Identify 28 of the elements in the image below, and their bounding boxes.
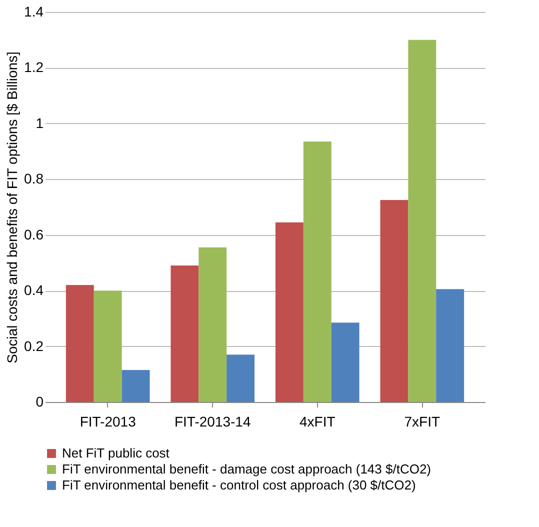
y-tick-label: 1 bbox=[36, 114, 44, 131]
y-tick-label: 0 bbox=[36, 394, 44, 410]
legend-label: FiT environmental benefit - damage cost approach (143 $/tCO2) bbox=[62, 462, 432, 476]
bar bbox=[275, 222, 304, 402]
legend-label: FiT environmental benefit - control cost approach (30 $/tCO2) bbox=[62, 478, 416, 492]
bar bbox=[94, 290, 122, 402]
x-tick-label: FIT-2013-14 bbox=[174, 414, 251, 430]
bar bbox=[380, 200, 408, 402]
legend-label: Net FiT public cost bbox=[62, 446, 170, 460]
bar bbox=[66, 285, 94, 402]
x-tick-label: 7xFIT bbox=[404, 414, 440, 430]
bar bbox=[226, 354, 255, 402]
y-tick-label: 0.8 bbox=[24, 170, 44, 187]
bar bbox=[408, 40, 436, 402]
bar bbox=[198, 247, 227, 402]
y-tick-label: 1.4 bbox=[24, 4, 44, 20]
bar bbox=[436, 289, 464, 402]
y-tick-label: 0.4 bbox=[24, 282, 44, 298]
bar bbox=[170, 266, 199, 402]
bar bbox=[331, 322, 360, 402]
bar bbox=[122, 370, 150, 402]
x-tick-label: 4xFIT bbox=[299, 414, 336, 430]
y-tick-label: 0.6 bbox=[24, 226, 44, 242]
y-axis-title: Social costs and benefits of FIT options [$ Billions] bbox=[4, 52, 20, 364]
bar bbox=[303, 142, 332, 402]
x-tick-label: FIT-2013 bbox=[80, 414, 136, 430]
y-tick-label: 0.2 bbox=[24, 338, 44, 354]
y-tick-label: 1.2 bbox=[24, 59, 44, 76]
